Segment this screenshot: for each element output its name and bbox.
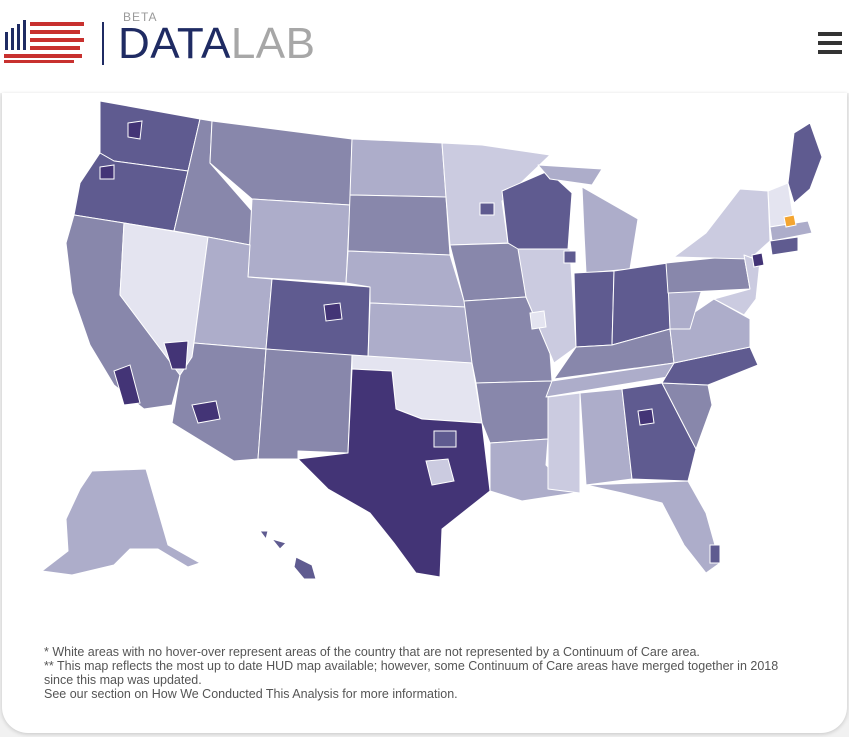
menu-bar <box>818 41 842 45</box>
map-region-virginia[interactable] <box>669 298 751 364</box>
map-region-south-dakota[interactable] <box>347 194 451 256</box>
map-region-kansas[interactable] <box>367 302 473 364</box>
map-region-phoenix[interactable] <box>191 400 221 424</box>
map-region-alaska[interactable] <box>41 468 201 576</box>
map-region-michigan-upper[interactable] <box>537 164 603 186</box>
map-region-wyoming[interactable] <box>247 198 351 284</box>
logo-title-data: DATA <box>118 19 231 68</box>
map-region-colorado[interactable] <box>265 278 371 360</box>
map-region-illinois[interactable] <box>517 248 577 364</box>
map-region-denver[interactable] <box>323 302 343 322</box>
map-region-los-angeles[interactable] <box>113 364 141 406</box>
map-region-st-louis[interactable] <box>529 310 547 330</box>
map-region-miami[interactable] <box>709 544 721 564</box>
map-notes: * White areas with no hover-over represe… <box>44 645 804 701</box>
header: BETA DATALAB <box>0 0 849 93</box>
map-region-hawaii[interactable] <box>259 530 317 580</box>
map-region-chicago[interactable] <box>563 250 577 264</box>
logo-divider <box>102 22 104 65</box>
beta-label: BETA <box>123 10 158 24</box>
map-region-north-dakota[interactable] <box>349 138 447 198</box>
map-region-mississippi[interactable] <box>547 392 581 494</box>
map-region-portland[interactable] <box>99 164 115 180</box>
note-methodology: See our section on How We Conducted This… <box>44 687 458 701</box>
map-region-minneapolis[interactable] <box>479 202 495 216</box>
map-region-new-york[interactable] <box>673 188 771 260</box>
map-region-maine[interactable] <box>787 122 823 204</box>
map-region-indiana[interactable] <box>573 270 615 348</box>
map-region-dallas[interactable] <box>433 430 457 448</box>
map-region-connecticut[interactable] <box>769 236 799 256</box>
menu-bar <box>818 32 842 36</box>
map-region-georgia[interactable] <box>621 382 697 482</box>
map-region-washington[interactable] <box>99 100 201 172</box>
note-white-areas: * White areas with no hover-over represe… <box>44 645 700 659</box>
map-region-new-mexico[interactable] <box>257 348 353 460</box>
map-region-texas[interactable] <box>297 368 491 578</box>
logo-title[interactable]: DATALAB <box>118 20 316 68</box>
logo-title-lab: LAB <box>230 19 316 68</box>
us-continuum-of-care-map[interactable] <box>2 93 847 593</box>
map-card: * White areas with no hover-over represe… <box>2 93 847 733</box>
hamburger-menu-icon[interactable] <box>818 32 844 56</box>
map-region-seattle[interactable] <box>127 120 143 140</box>
map-region-nyc[interactable] <box>751 252 765 268</box>
note-hud-map: ** This map reflects the most up to date… <box>44 659 779 687</box>
map-region-iowa[interactable] <box>449 242 527 302</box>
map-region-florida[interactable] <box>585 480 721 574</box>
map-region-pennsylvania[interactable] <box>665 254 751 294</box>
map-region-boston[interactable] <box>783 214 797 228</box>
map-region-michigan[interactable] <box>581 186 639 274</box>
map-region-arkansas[interactable] <box>475 380 553 444</box>
menu-bar <box>818 50 842 54</box>
map-region-atlanta[interactable] <box>637 408 655 426</box>
map-region-las-vegas[interactable] <box>163 340 189 370</box>
map-region-austin[interactable] <box>425 458 455 486</box>
datalab-logo-icon[interactable] <box>4 18 86 64</box>
map-region-minnesota[interactable] <box>441 142 551 246</box>
